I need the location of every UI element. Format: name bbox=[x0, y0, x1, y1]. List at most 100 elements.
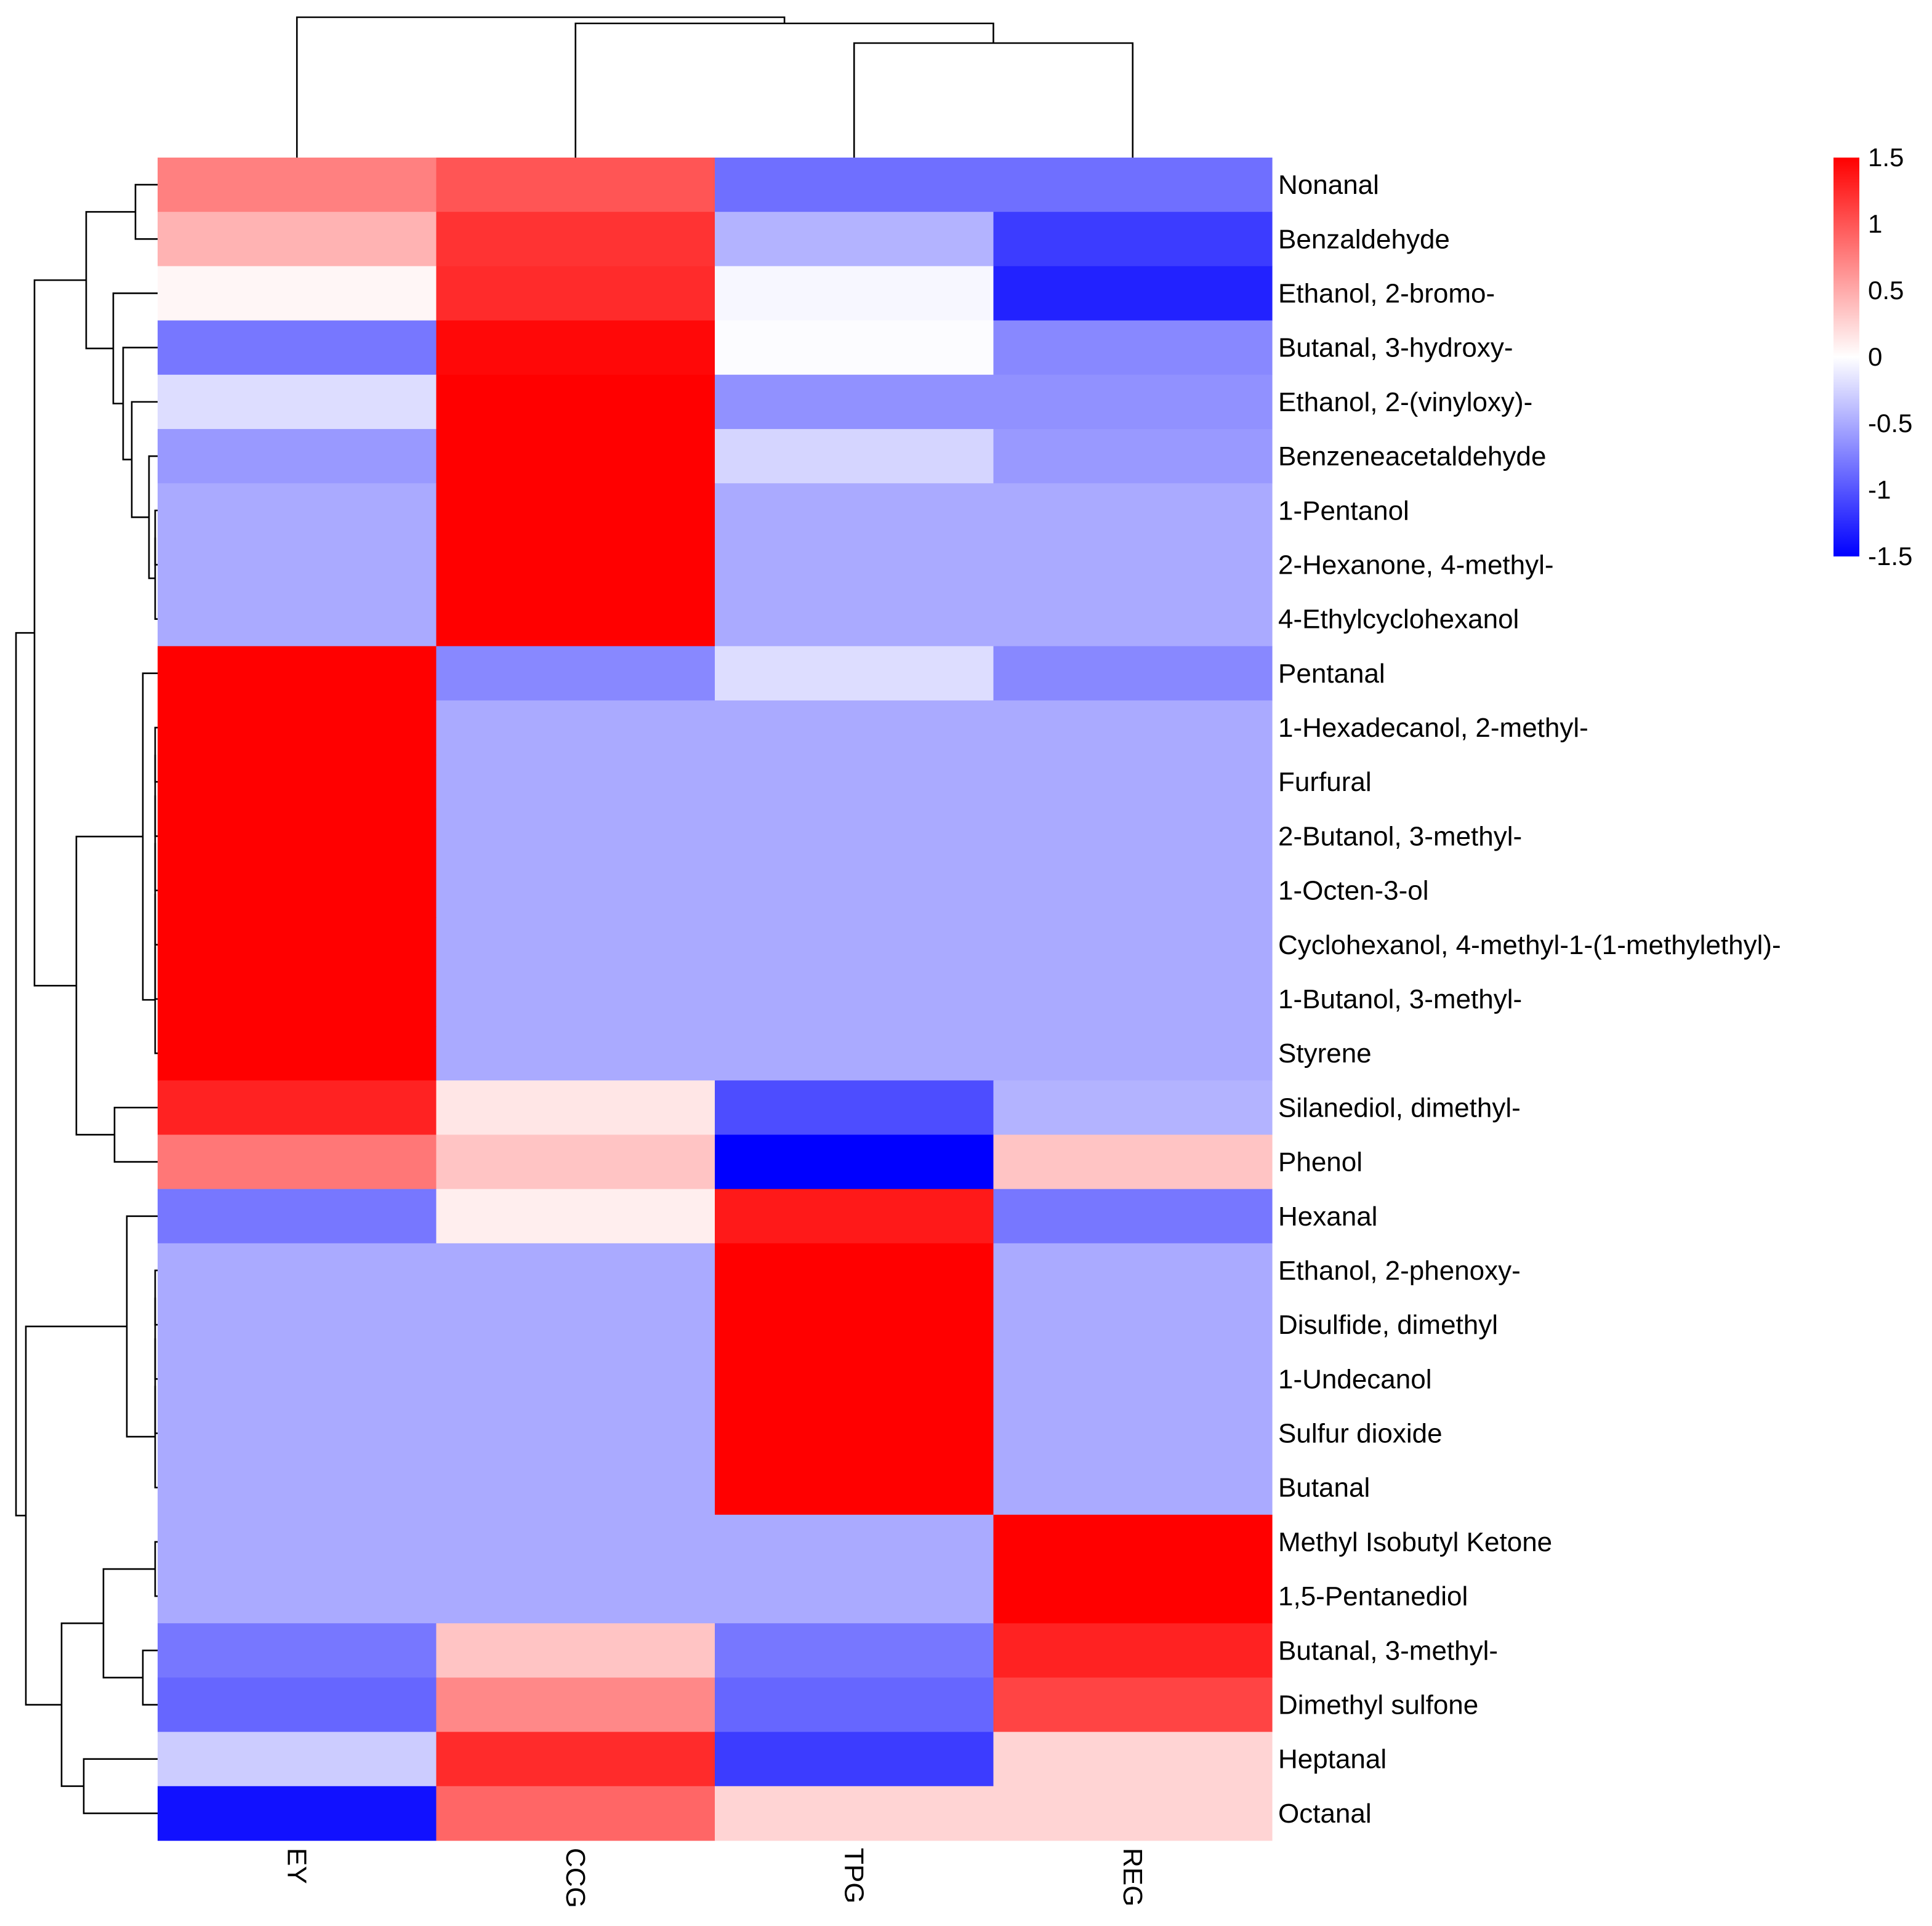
heatmap-cell-r28-c1 bbox=[436, 1677, 715, 1733]
heatmap-cell-r27-c2 bbox=[715, 1623, 994, 1679]
heatmap-cell-r23-c0 bbox=[158, 1406, 437, 1461]
heatmap-cell-r7-c1 bbox=[436, 537, 715, 593]
heatmap-cell-r19-c1 bbox=[436, 1189, 715, 1244]
heatmap-cell-r14-c0 bbox=[158, 917, 437, 973]
heatmap-cell-r25-c0 bbox=[158, 1514, 437, 1570]
row-label: Cyclohexanol, 4-methyl-1-(1-methylethyl)… bbox=[1278, 930, 1781, 960]
heatmap-cell-r9-c1 bbox=[436, 646, 715, 701]
row-merge-27 bbox=[60, 1622, 103, 1788]
row-label: Butanal bbox=[1278, 1473, 1370, 1503]
heatmap-cell-r14-c1 bbox=[436, 917, 715, 973]
row-label: Pentanal bbox=[1278, 659, 1385, 689]
heatmap-cell-r0-c3 bbox=[993, 158, 1273, 212]
heatmap-cell-r12-c3 bbox=[993, 809, 1273, 864]
heatmap-cell-r6-c0 bbox=[158, 483, 437, 538]
row-label: Disulfide, dimethyl bbox=[1278, 1310, 1498, 1340]
legend-tick-label: 0.5 bbox=[1868, 276, 1904, 305]
heatmap-cell-r22-c3 bbox=[993, 1352, 1273, 1407]
row-label: Phenol bbox=[1278, 1147, 1362, 1178]
heatmap-cell-r13-c0 bbox=[158, 863, 437, 918]
heatmap-cell-r23-c1 bbox=[436, 1406, 715, 1461]
heatmap-cell-r21-c0 bbox=[158, 1298, 437, 1352]
heatmap-cell-r4-c1 bbox=[436, 374, 715, 430]
heatmap-cell-r24-c2 bbox=[715, 1460, 994, 1515]
heatmap-cell-r7-c0 bbox=[158, 537, 437, 593]
heatmap-cell-r1-c0 bbox=[158, 212, 437, 267]
row-dendrogram bbox=[15, 183, 158, 1815]
column-dendrogram bbox=[296, 16, 1134, 158]
row-label: 1-Pentanol bbox=[1278, 496, 1409, 526]
heatmap-cell-r9-c0 bbox=[158, 646, 437, 701]
heatmap-cell-r0-c2 bbox=[715, 158, 994, 212]
heatmap-cell-r30-c0 bbox=[158, 1786, 437, 1841]
row-label: Hexanal bbox=[1278, 1202, 1377, 1232]
heatmap-cell-r1-c2 bbox=[715, 212, 994, 267]
heatmap-cell-r29-c3 bbox=[993, 1731, 1273, 1787]
heatmap-cell-r30-c2 bbox=[715, 1786, 994, 1841]
heatmap-cell-r29-c2 bbox=[715, 1731, 994, 1787]
row-label: 2-Hexanone, 4-methyl- bbox=[1278, 550, 1554, 580]
heatmap-cell-r5-c1 bbox=[436, 428, 715, 484]
row-label: Styrene bbox=[1278, 1038, 1372, 1069]
heatmap-cell-r18-c1 bbox=[436, 1134, 715, 1190]
heatmap-cell-r27-c1 bbox=[436, 1623, 715, 1679]
row-merge-25 bbox=[102, 1568, 155, 1679]
heatmap-cell-r27-c3 bbox=[993, 1623, 1273, 1679]
heatmap-cell-r3-c2 bbox=[715, 320, 994, 375]
row-label: Nonanal bbox=[1278, 170, 1379, 200]
heatmap-cell-r5-c0 bbox=[158, 428, 437, 484]
heatmap-cell-r3-c0 bbox=[158, 320, 437, 375]
row-label: 1-Hexadecanol, 2-methyl- bbox=[1278, 713, 1588, 743]
heatmap-cell-r24-c1 bbox=[436, 1460, 715, 1515]
heatmap-cell-r11-c0 bbox=[158, 755, 437, 809]
heatmap-cell-r27-c0 bbox=[158, 1623, 437, 1679]
heatmap-cell-r4-c2 bbox=[715, 374, 994, 430]
column-label: TPG bbox=[839, 1848, 869, 1903]
heatmap-cell-r17-c1 bbox=[436, 1080, 715, 1136]
row-label: 1,5-Pentanediol bbox=[1278, 1581, 1468, 1611]
heatmap-cell-r20-c1 bbox=[436, 1243, 715, 1298]
row-label: Heptanal bbox=[1278, 1744, 1387, 1775]
heatmap-cell-r10-c2 bbox=[715, 700, 994, 755]
heatmap-cell-r17-c3 bbox=[993, 1080, 1273, 1136]
legend-tick-label: 1 bbox=[1868, 209, 1882, 238]
legend-tick-label: -1 bbox=[1868, 475, 1891, 504]
heatmap-cell-r14-c2 bbox=[715, 917, 994, 973]
row-merge-26 bbox=[83, 1758, 158, 1815]
row-label: Sulfur dioxide bbox=[1278, 1419, 1443, 1449]
heatmap-cell-r2-c0 bbox=[158, 266, 437, 321]
row-label: Benzeneacetaldehyde bbox=[1278, 441, 1546, 471]
heatmap-cell-r28-c3 bbox=[993, 1677, 1273, 1733]
heatmap-cell-r16-c0 bbox=[158, 1026, 437, 1081]
heatmap-cell-r7-c2 bbox=[715, 537, 994, 593]
row-label: Dimethyl sulfone bbox=[1278, 1690, 1478, 1720]
heatmap-cell-r20-c2 bbox=[715, 1243, 994, 1298]
row-merge-21 bbox=[154, 1386, 158, 1489]
row-merge-3 bbox=[148, 455, 158, 579]
heatmap-cell-r18-c2 bbox=[715, 1134, 994, 1190]
heatmap-cell-r0-c0 bbox=[158, 158, 437, 212]
heatmap-cell-r15-c0 bbox=[158, 971, 437, 1027]
heatmap-cell-r26-c2 bbox=[715, 1569, 994, 1624]
heatmap-cell-r19-c3 bbox=[993, 1189, 1273, 1244]
row-merge-2 bbox=[154, 537, 158, 620]
heatmap-cell-r9-c3 bbox=[993, 646, 1273, 701]
heatmap-cell-r9-c2 bbox=[715, 646, 994, 701]
heatmap-cell-r5-c3 bbox=[993, 428, 1273, 484]
legend-tick-label: -0.5 bbox=[1868, 409, 1912, 438]
heatmap-cell-r6-c2 bbox=[715, 483, 994, 538]
row-label: Octanal bbox=[1278, 1799, 1372, 1829]
heatmap-cell-r12-c1 bbox=[436, 809, 715, 864]
heatmap-cell-r13-c1 bbox=[436, 863, 715, 918]
legend-tick-label: -1.5 bbox=[1868, 542, 1912, 571]
row-label: Ethanol, 2-(vinyloxy)- bbox=[1278, 387, 1532, 417]
heatmap-cell-r21-c3 bbox=[993, 1298, 1273, 1352]
heatmap-cell-r20-c3 bbox=[993, 1243, 1273, 1298]
row-merge-16 bbox=[75, 835, 143, 1136]
row-merge-22 bbox=[126, 1215, 158, 1438]
heatmap-cell-r13-c3 bbox=[993, 863, 1273, 918]
heatmap-cell-r8-c0 bbox=[158, 592, 437, 647]
row-merge-15 bbox=[113, 1107, 158, 1163]
heatmap-cell-r12-c2 bbox=[715, 809, 994, 864]
row-label: Ethanol, 2-bromo- bbox=[1278, 278, 1495, 308]
